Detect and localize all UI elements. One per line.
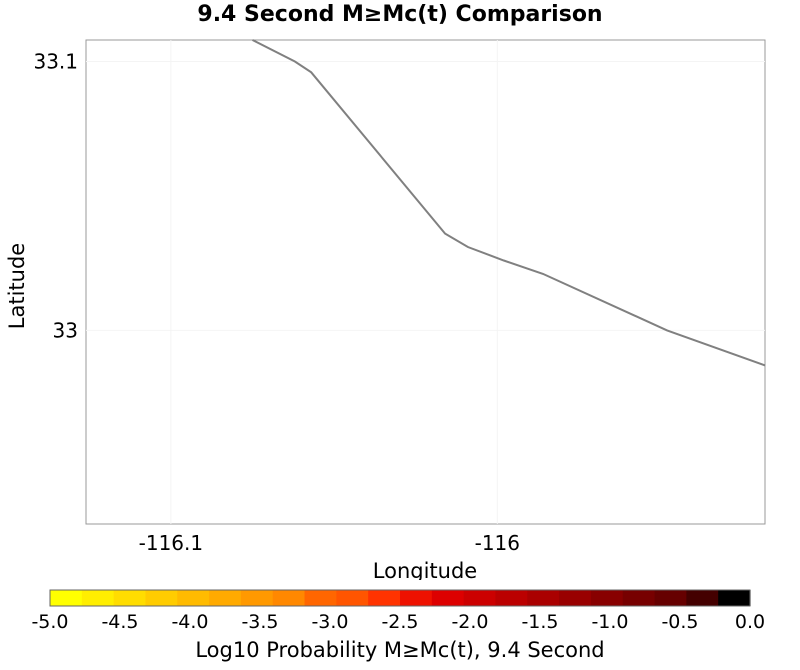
y-axis-label: Latitude <box>5 243 29 329</box>
colorbar-tick-label: -4.5 <box>101 611 138 633</box>
colorbar-swatch <box>336 590 369 606</box>
colorbar-swatch <box>304 590 337 606</box>
colorbar: -5.0 -4.5 -4.0 -3.5 -3.0 -2.5 -2.0 -1.5 -1.0 -0.5… <box>31 589 765 662</box>
colorbar-tick-label: -1.5 <box>521 611 558 633</box>
y-tick-label: 33.1 <box>33 50 78 74</box>
colorbar-swatch <box>145 590 178 606</box>
colorbar-tick-label: -1.0 <box>591 611 628 633</box>
y-axis-ticks: 33 33.1 <box>33 50 78 343</box>
colorbar-swatch <box>81 590 115 606</box>
colorbar-tick-label: -3.0 <box>311 611 348 633</box>
chart-title: 9.4 Second M≥Mc(t) Comparison <box>197 2 603 27</box>
x-tick-label: -116.1 <box>139 531 203 555</box>
x-axis-ticks: -116.1 -116 <box>139 531 520 555</box>
colorbar-swatch <box>431 590 465 606</box>
colorbar-swatch <box>209 590 242 606</box>
colorbar-swatch <box>50 590 83 606</box>
colorbar-swatch <box>463 590 497 606</box>
colorbar-swatch <box>527 590 560 606</box>
colorbar-swatch <box>177 590 210 606</box>
colorbar-ticks: -5.0 -4.5 -4.0 -3.5 -3.0 -2.5 -2.0 -1.5 -1.0 -0.5… <box>31 611 765 633</box>
x-tick-label: -116 <box>475 531 520 555</box>
plot-area <box>85 39 766 525</box>
colorbar-swatch <box>718 590 751 606</box>
colorbar-tick-label: -2.5 <box>381 611 418 633</box>
colorbar-swatch <box>240 590 274 606</box>
y-tick-label: 33 <box>53 318 78 342</box>
colorbar-tick-label: -3.5 <box>241 611 278 633</box>
map-plot: -116.1 -116 33 33.1 Longitude Latitude <box>5 39 766 580</box>
colorbar-tick-label: -4.0 <box>171 611 208 633</box>
fault-trace-line <box>252 39 766 367</box>
colorbar-tick-label: -0.5 <box>661 611 698 633</box>
x-axis-label: Longitude <box>373 559 477 580</box>
colorbar-swatches <box>50 590 751 606</box>
colorbar-swatch <box>622 590 656 606</box>
colorbar-swatch <box>559 590 592 606</box>
colorbar-swatch <box>113 590 147 606</box>
colorbar-swatch <box>654 590 687 606</box>
colorbar-tick-label: 0.0 <box>735 611 765 633</box>
colorbar-swatch <box>272 590 306 606</box>
colorbar-swatch <box>400 590 433 606</box>
gridlines <box>86 40 765 524</box>
colorbar-swatch <box>686 590 719 606</box>
colorbar-swatch <box>495 590 528 606</box>
colorbar-label: Log10 Probability M≥Mc(t), 9.4 Second <box>195 638 604 662</box>
colorbar-swatch <box>368 590 401 606</box>
colorbar-tick-label: -5.0 <box>31 611 68 633</box>
colorbar-swatch <box>590 590 624 606</box>
colorbar-tick-label: -2.0 <box>451 611 488 633</box>
colorbar-frame <box>49 589 751 607</box>
